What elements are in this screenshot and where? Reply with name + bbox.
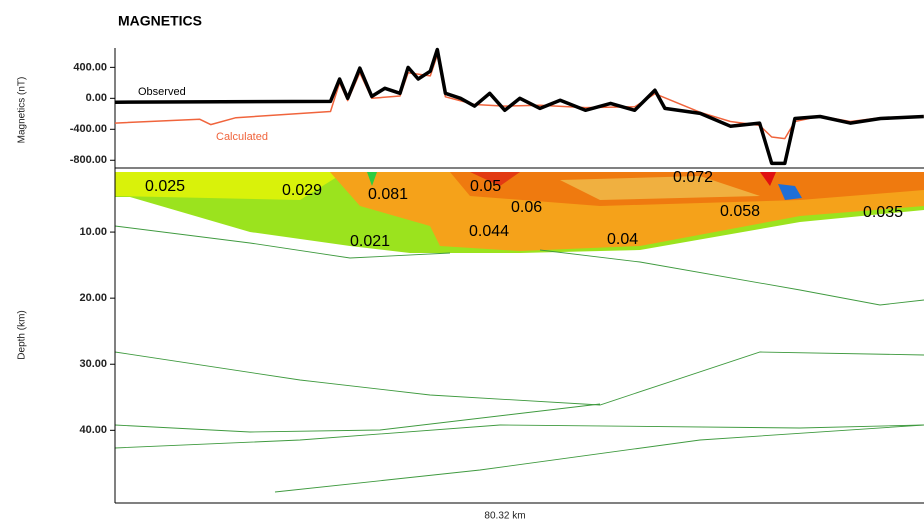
chart-title: MAGNETICS <box>118 13 202 29</box>
y-tick-label: 10.00 <box>79 226 107 238</box>
y-axis-label: Magnetics (nT) <box>17 77 28 144</box>
y-tick-label: -400.00 <box>70 123 107 135</box>
y-tick-label: 0.00 <box>86 92 107 104</box>
series-line <box>114 54 924 140</box>
model-bodies <box>114 172 924 493</box>
legend-label: Observed <box>138 86 186 98</box>
body-label: 0.081 <box>368 186 408 203</box>
y-tick-label: 30.00 <box>79 358 107 370</box>
body-label: 0.072 <box>673 169 713 186</box>
body-label: 0.058 <box>720 203 760 220</box>
body-label: 0.044 <box>469 223 509 240</box>
y-tick-label: 40.00 <box>79 424 107 436</box>
legend-label: Calculated <box>216 131 268 143</box>
x-axis-label: 80.32 km <box>484 511 525 522</box>
y-tick-label: -800.00 <box>70 154 107 166</box>
body-label: 0.04 <box>607 231 638 248</box>
body-label: 0.021 <box>350 233 390 250</box>
body-label: 0.06 <box>511 199 542 216</box>
body-label: 0.05 <box>470 178 501 195</box>
body-label: 0.035 <box>863 204 903 221</box>
series-line <box>114 47 924 166</box>
y-tick-label: 400.00 <box>73 61 107 73</box>
body-label: 0.029 <box>282 182 322 199</box>
y-tick-label: 20.00 <box>79 292 107 304</box>
body-label: 0.025 <box>145 178 185 195</box>
y-axis-label: Depth (km) <box>17 310 28 359</box>
